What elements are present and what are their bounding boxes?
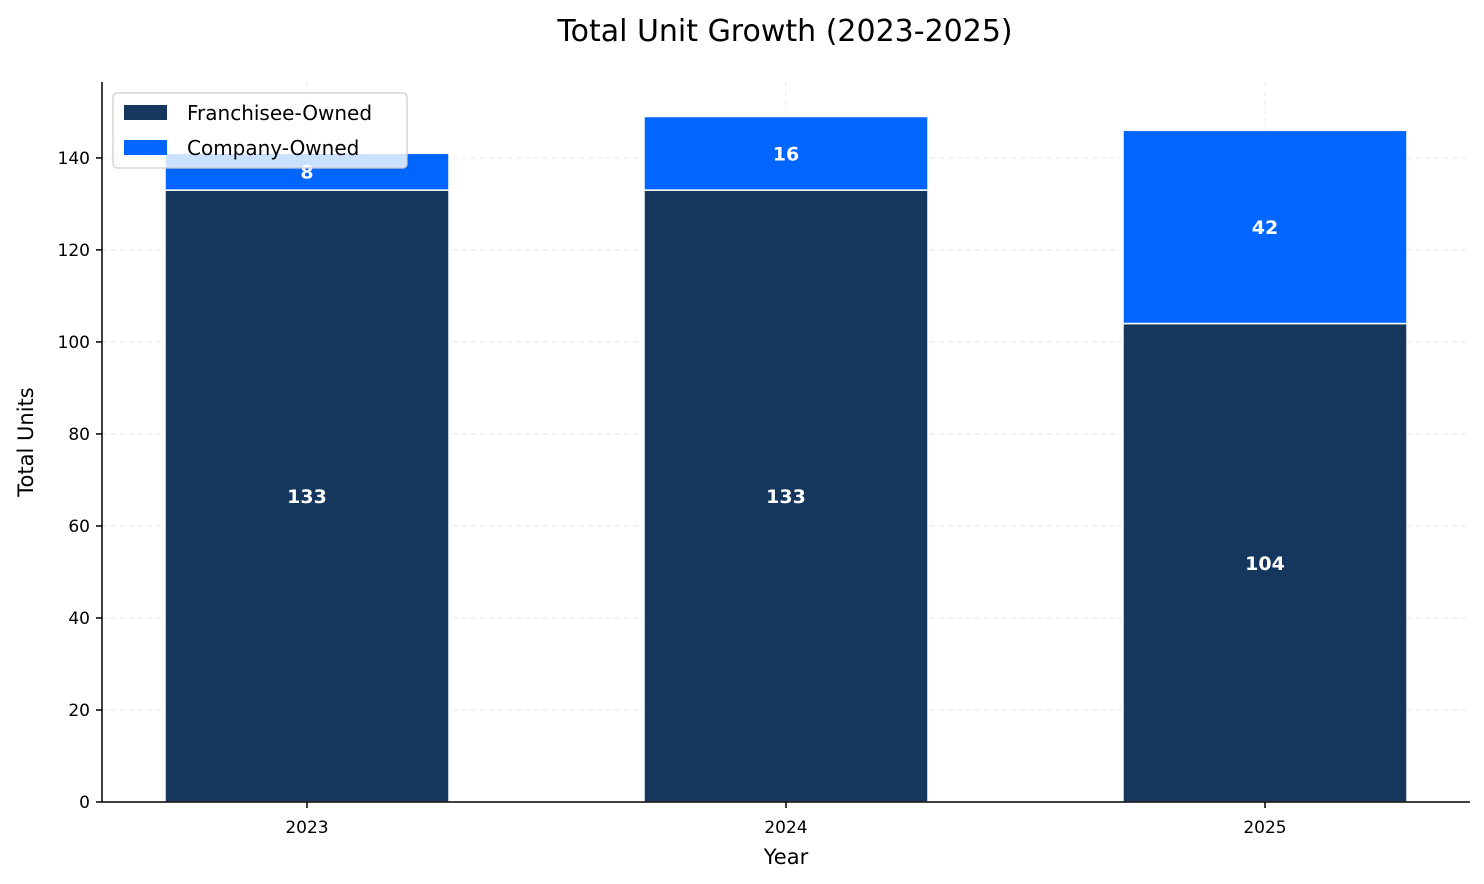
bar-franchisee-owned-2024 [643, 189, 929, 803]
y-tick-label-20: 20 [68, 701, 90, 721]
chart-title: Total Unit Growth (2023-2025) [556, 14, 1012, 49]
legend-label-franchisee-owned: Franchisee-Owned [187, 101, 372, 125]
bar-label-franchisee-owned-2023: 133 [287, 486, 327, 508]
bar-company-owned-2025 [1122, 129, 1408, 325]
y-axis-ticks: 0 20 40 60 80 100 120 140 [58, 149, 102, 813]
x-axis-label: Year [763, 845, 809, 869]
x-tick-label-2023: 2023 [285, 818, 328, 838]
bar-franchisee-owned-2025 [1122, 322, 1408, 803]
x-tick-label-2025: 2025 [1243, 818, 1286, 838]
y-tick-label-80: 80 [68, 425, 90, 445]
x-tick-label-2024: 2024 [764, 818, 807, 838]
bar-franchisee-owned-2023 [164, 189, 450, 803]
legend-swatch-franchisee-owned [124, 105, 167, 120]
y-tick-label-60: 60 [68, 517, 90, 537]
bar-company-owned-2024 [643, 115, 929, 191]
x-axis-ticks: 2023 2024 2025 [285, 802, 1287, 838]
legend-label-company-owned: Company-Owned [187, 136, 359, 160]
y-tick-label-0: 0 [79, 793, 90, 813]
legend: Franchisee-Owned Company-Owned [112, 92, 408, 169]
bar-label-franchisee-owned-2025: 104 [1245, 553, 1285, 575]
bar-label-company-owned-2025: 42 [1252, 217, 1278, 239]
bar-label-franchisee-owned-2024: 133 [766, 486, 806, 508]
y-tick-label-40: 40 [68, 609, 90, 629]
y-axis-label: Total Units [14, 387, 38, 497]
bar-label-company-owned-2024: 16 [773, 143, 799, 165]
legend-box [112, 92, 408, 169]
y-tick-label-140: 140 [58, 149, 90, 169]
bars-layer [164, 115, 1408, 803]
y-tick-label-120: 120 [58, 241, 90, 261]
legend-swatch-company-owned [124, 140, 167, 155]
y-tick-label-100: 100 [58, 333, 90, 353]
